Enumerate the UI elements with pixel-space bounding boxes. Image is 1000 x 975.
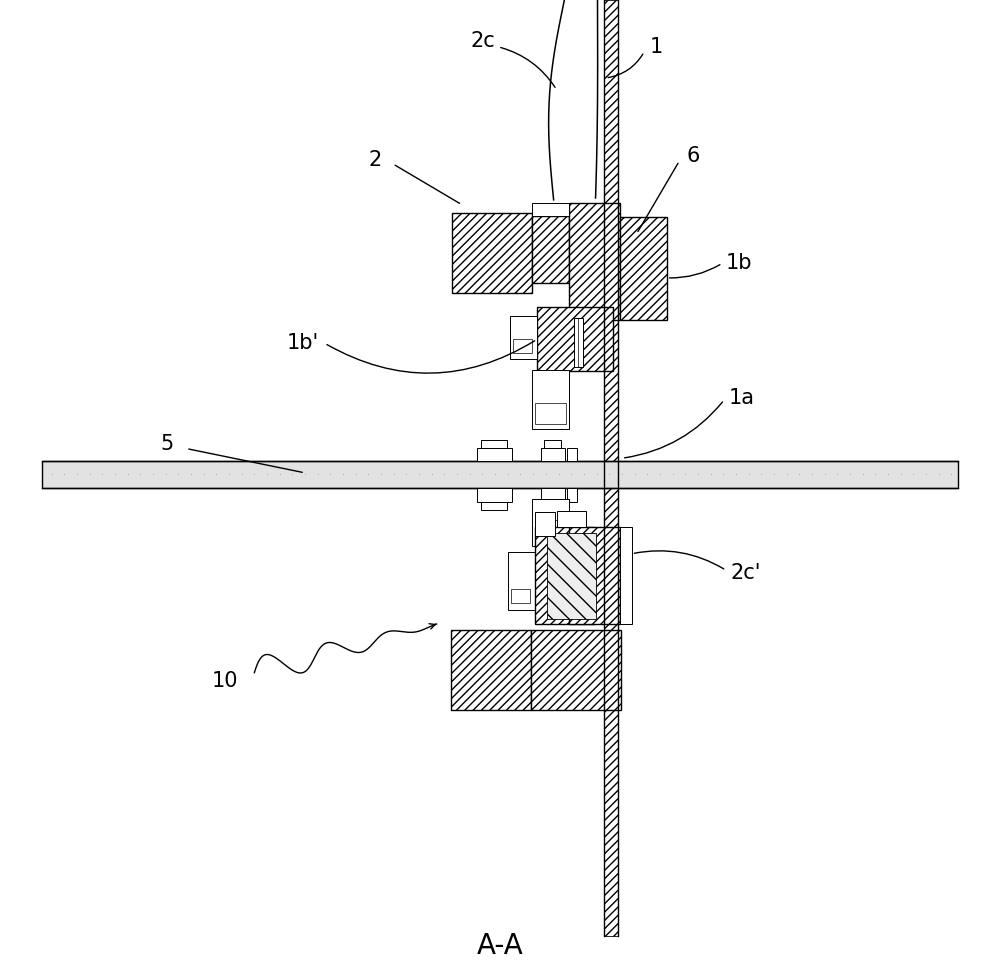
- Text: 10: 10: [212, 671, 238, 690]
- Text: 6: 6: [686, 146, 700, 166]
- Text: 2c': 2c': [730, 564, 761, 583]
- Text: A-A: A-A: [477, 932, 523, 959]
- Bar: [532, 499, 569, 546]
- Bar: [532, 203, 569, 216]
- Bar: [477, 488, 512, 502]
- Bar: [537, 307, 613, 370]
- Bar: [508, 552, 535, 610]
- Bar: [452, 213, 532, 292]
- Bar: [511, 589, 530, 603]
- Bar: [541, 488, 565, 502]
- Bar: [42, 461, 958, 488]
- Bar: [620, 217, 667, 320]
- Bar: [532, 216, 569, 283]
- Bar: [604, 0, 618, 936]
- Bar: [541, 448, 565, 461]
- Bar: [477, 448, 512, 461]
- Bar: [481, 502, 507, 510]
- Bar: [569, 203, 620, 320]
- Text: 2: 2: [369, 150, 382, 170]
- Bar: [535, 403, 566, 424]
- Text: 1: 1: [649, 37, 663, 57]
- Bar: [557, 511, 586, 526]
- Bar: [535, 526, 594, 624]
- Bar: [481, 440, 507, 448]
- Bar: [535, 520, 566, 541]
- Bar: [531, 630, 621, 710]
- Bar: [620, 526, 632, 624]
- Bar: [532, 370, 569, 429]
- Bar: [544, 502, 561, 510]
- Bar: [574, 318, 583, 367]
- Bar: [535, 512, 555, 536]
- Text: 2c: 2c: [470, 31, 495, 51]
- Bar: [451, 630, 531, 710]
- Text: 1b: 1b: [726, 254, 752, 273]
- Bar: [513, 339, 532, 353]
- Bar: [569, 526, 620, 624]
- Text: 5: 5: [160, 434, 173, 453]
- Text: 1b': 1b': [287, 333, 319, 353]
- Bar: [544, 440, 561, 448]
- Bar: [567, 488, 577, 502]
- Bar: [510, 316, 537, 359]
- Text: 1a: 1a: [729, 388, 755, 408]
- Bar: [567, 448, 577, 461]
- Bar: [547, 533, 596, 619]
